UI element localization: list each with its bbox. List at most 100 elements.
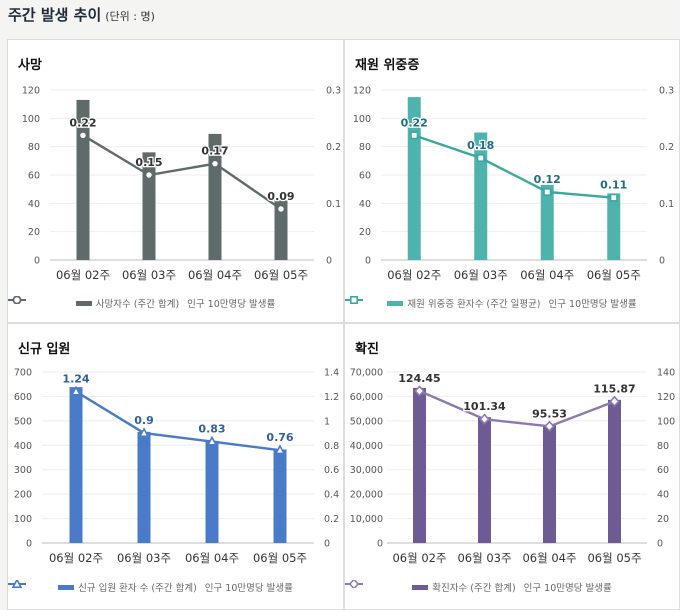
rate-data-label: 0.22	[69, 116, 96, 129]
rate-data-label: 115.87	[593, 382, 635, 395]
bar	[205, 440, 219, 543]
rate-data-label: 0.17	[201, 145, 228, 158]
y-left-tick-label: 80	[359, 142, 371, 153]
legend-label-line: 인구 10만명당 발생률	[204, 583, 293, 594]
legend-label-bar: 확진자수 (주간 합계)	[432, 583, 516, 594]
y-right-tick-label: 0	[657, 539, 663, 550]
y-right-tick-label: 20	[657, 514, 669, 525]
y-left-tick-label: 10,000	[350, 514, 383, 525]
y-right-tick-label: 80	[657, 441, 669, 452]
y-right-tick-label: 0	[326, 256, 332, 267]
rate-point	[274, 444, 286, 455]
y-right-tick-label: 0	[659, 256, 665, 267]
y-left-tick-label: 50,000	[350, 416, 383, 427]
y-left-tick-label: 100	[353, 114, 371, 125]
rate-point	[609, 395, 620, 408]
legend-label-bar: 재원 위중증 환자수 (주간 일평균)	[407, 299, 541, 310]
legend-swatch-bar	[58, 584, 75, 590]
y-left-tick-label: 20	[359, 227, 371, 238]
y-right-tick-label: 0.2	[326, 142, 341, 153]
x-tick-label: 06월 03주	[122, 268, 176, 282]
y-left-tick-label: 60,000	[350, 392, 383, 403]
legend-line-marker	[11, 580, 23, 588]
rate-data-label: 0.11	[600, 179, 627, 192]
chart-svg: 0 20 40 60 80 100 120 0 0.1 0.2 0.3 06월 02주 06월 03주 0…	[22, 86, 341, 283]
y-left-tick-label: 200	[14, 490, 32, 501]
y-left-tick-label: 20	[28, 227, 40, 238]
y-right-tick-label: 1	[324, 416, 330, 427]
rate-point	[479, 413, 490, 425]
rate-line	[75, 390, 281, 452]
admission-chart-panel: 신규 입원 0 100 200 300 400 500 600 700 0 0.2 0.4 0.6 0.…	[7, 323, 344, 610]
rate-data-label: 101.34	[463, 400, 506, 413]
y-left-tick-label: 60	[28, 171, 40, 182]
rate-point	[206, 435, 218, 446]
legend-item-bar: 사망자수 (주간 합계)	[75, 296, 180, 310]
y-left-tick-label: 700	[14, 368, 32, 379]
y-right-tick-label: 0.2	[659, 142, 674, 153]
y-right-tick-label: 0.3	[659, 86, 674, 97]
bar	[540, 184, 554, 260]
rate-point	[78, 130, 88, 140]
page-title-text: 주간 발생 추이	[8, 6, 102, 24]
bar	[413, 387, 426, 543]
y-left-tick-label: 500	[14, 416, 32, 427]
y-left-tick-label: 40	[28, 199, 40, 210]
y-left-tick-label: 70,000	[350, 368, 383, 379]
y-left-tick-label: 600	[14, 392, 32, 403]
y-right-tick-label: 140	[657, 368, 675, 379]
rate-line	[419, 389, 615, 428]
legend-swatch-bar	[387, 300, 404, 306]
rate-data-label: 1.24	[62, 373, 89, 386]
x-tick-label: 06월 03주	[457, 551, 511, 565]
legend: 사망자수 (주간 합계) 인구 10만명당 발생률	[8, 296, 343, 310]
y-left-tick-label: 80	[28, 142, 40, 153]
x-tick-label: 06월 05주	[587, 551, 641, 565]
y-left-tick-label: 0	[34, 256, 40, 267]
legend-label-bar: 사망자수 (주간 합계)	[95, 299, 180, 310]
rate-point	[609, 193, 618, 202]
legend-swatch-line	[345, 580, 363, 588]
confirmed-chart-panel: 확진 0 10,000 20,000 30,000 40,000 50,000 60,000…	[344, 323, 680, 610]
rate-point	[70, 385, 82, 396]
legend-label-line: 인구 10만명당 발생률	[548, 299, 637, 310]
rate-data-label: 0.15	[135, 156, 162, 169]
legend-item-bar: 재원 위중증 환자수 (주간 일평균)	[387, 296, 541, 310]
x-tick-label: 06월 02주	[392, 551, 446, 565]
legend-label-line: 인구 10만명당 발생률	[187, 299, 276, 310]
rate-point	[414, 385, 425, 397]
y-left-tick-label: 40	[359, 199, 371, 210]
panel-title: 신규 입원	[18, 342, 71, 357]
legend: 신규 입원 환자 수 (주간 합계) 인구 10만명당 발생률	[8, 580, 343, 594]
legend-line-marker	[348, 580, 360, 588]
legend-swatch-bar	[75, 300, 92, 306]
rate-data-label: 0.9	[134, 414, 154, 427]
legend-item-line: 인구 10만명당 발생률	[8, 580, 293, 594]
rate-data-label: 0.76	[266, 431, 293, 444]
x-tick-label: 06월 03주	[454, 268, 508, 282]
y-right-tick-label: 1.2	[324, 392, 339, 403]
rate-line	[413, 134, 614, 199]
y-left-tick-label: 30,000	[350, 465, 383, 476]
legend-item-bar: 신규 입원 환자 수 (주간 합계)	[58, 580, 197, 594]
x-tick-label: 06월 05주	[253, 551, 307, 565]
y-left-tick-label: 100	[14, 514, 32, 525]
bar	[137, 431, 151, 543]
legend: 재원 위중증 환자수 (주간 일평균) 인구 10만명당 발생률	[345, 296, 679, 310]
legend-item-line: 인구 10만명당 발생률	[345, 296, 637, 310]
y-right-tick-label: 120	[657, 392, 675, 403]
y-left-tick-label: 0	[377, 539, 383, 550]
x-tick-label: 06월 04주	[185, 551, 239, 565]
x-tick-label: 06월 05주	[587, 268, 641, 282]
bar	[478, 417, 491, 543]
bar	[543, 425, 556, 543]
bar	[76, 99, 90, 260]
y-left-tick-label: 40,000	[350, 441, 383, 452]
rate-data-label: 0.12	[534, 173, 561, 186]
bar	[273, 449, 287, 543]
rate-point	[144, 170, 154, 180]
bar	[274, 200, 288, 260]
y-left-tick-label: 0	[365, 256, 371, 267]
chart-svg: 0 100 200 300 400 500 600 700 0 0.2 0.4 0.6 0.8 1 1.2 1…	[14, 368, 339, 566]
panel-title: 사망	[18, 58, 42, 73]
